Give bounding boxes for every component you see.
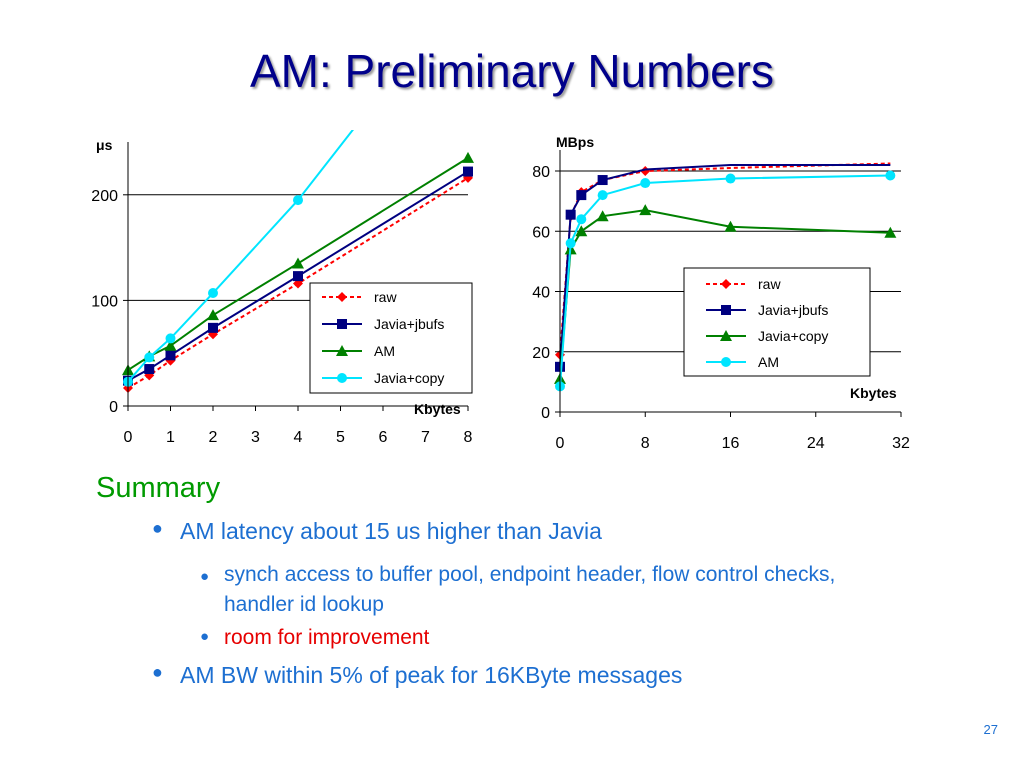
bullet-dot-icon: ● xyxy=(152,662,163,682)
x-tick-label: 2 xyxy=(209,429,218,446)
y-tick-label: 200 xyxy=(91,188,118,205)
data-point-AM xyxy=(462,151,474,163)
summary-heading: Summary xyxy=(96,472,221,504)
bullet-dot-icon: ● xyxy=(200,568,210,585)
bullet-bandwidth-text: AM BW within 5% of peak for 16KByte mess… xyxy=(180,662,683,688)
bullet-latency-text: AM latency about 15 us higher than Javia xyxy=(180,518,602,544)
y-tick-label: 100 xyxy=(91,293,118,310)
legend-marker-Javia+jbufs xyxy=(337,319,347,329)
legend-marker-raw xyxy=(337,292,347,302)
data-point-Javia+jbufs xyxy=(165,350,176,361)
x-tick-label: 8 xyxy=(464,429,473,446)
data-point-AM xyxy=(292,257,304,269)
legend-marker-AM xyxy=(336,345,348,356)
sub-bullet-synch-text: synch access to buffer pool, endpoint he… xyxy=(224,563,836,616)
x-tick-label: 4 xyxy=(294,429,303,446)
bullet-dot-icon: ● xyxy=(200,628,210,645)
legend-label-AM: AM xyxy=(374,343,395,359)
data-point-Javia+copy xyxy=(293,195,303,206)
data-point-Javia+copy xyxy=(165,333,176,344)
legend-marker-Javia+copy xyxy=(337,373,347,383)
y-tick-label: 0 xyxy=(109,399,118,416)
x-tick-label: 5 xyxy=(336,429,345,446)
left-chart-ticks: 0 100 200 0 1 2 3 4 5 6 7 8 xyxy=(91,188,472,446)
x-tick-label: 1 xyxy=(166,429,175,446)
series-line-raw xyxy=(127,177,469,389)
left-chart-legend: raw Javia+jbufs AM Javia+copy xyxy=(322,289,444,386)
legend-label-Javia+jbufs: Javia+jbufs xyxy=(374,316,444,332)
data-point-Javia+jbufs xyxy=(463,166,473,177)
data-point-Javia+jbufs xyxy=(144,364,155,375)
x-tick-label: 6 xyxy=(379,429,388,446)
bullet-latency: ● AM latency about 15 us higher than Jav… xyxy=(152,518,602,545)
legend-label-Javia+copy: Javia+copy xyxy=(374,370,444,386)
x-tick-label: 3 xyxy=(251,429,260,446)
latency-chart: 0 100 200 0 1 2 3 4 5 6 7 8 μs Kbytes raw Javia+jbuf… xyxy=(91,130,474,446)
data-point-Javia+jbufs xyxy=(293,271,303,282)
data-point-Javia+jbufs xyxy=(208,322,218,333)
data-point-Javia+copy xyxy=(144,352,155,363)
sub-bullet-improvement: ● room for improvement xyxy=(200,626,430,650)
left-x-axis-label: Kbytes xyxy=(414,401,461,417)
slide-number: 27 xyxy=(983,722,998,737)
data-point-AM xyxy=(207,309,219,321)
bullet-dot-icon: ● xyxy=(152,518,163,538)
slide-title: AM: Preliminary Numbers xyxy=(250,45,774,97)
sub-bullet-synch: ● synch access to buffer pool, endpoint … xyxy=(200,560,904,620)
sub-bullet-improvement-text: room for improvement xyxy=(224,626,430,649)
data-point-AM xyxy=(164,339,177,351)
bullet-bandwidth: ● AM BW within 5% of peak for 16KByte me… xyxy=(152,662,683,689)
legend-label-raw: raw xyxy=(374,289,397,305)
series-line-Javia+copy xyxy=(127,130,354,383)
x-tick-label: 7 xyxy=(421,429,430,446)
x-tick-label: 0 xyxy=(124,429,133,446)
left-legend-box xyxy=(309,282,473,394)
left-y-axis-label: μs xyxy=(96,137,113,153)
data-point-Javia+copy xyxy=(208,288,218,299)
